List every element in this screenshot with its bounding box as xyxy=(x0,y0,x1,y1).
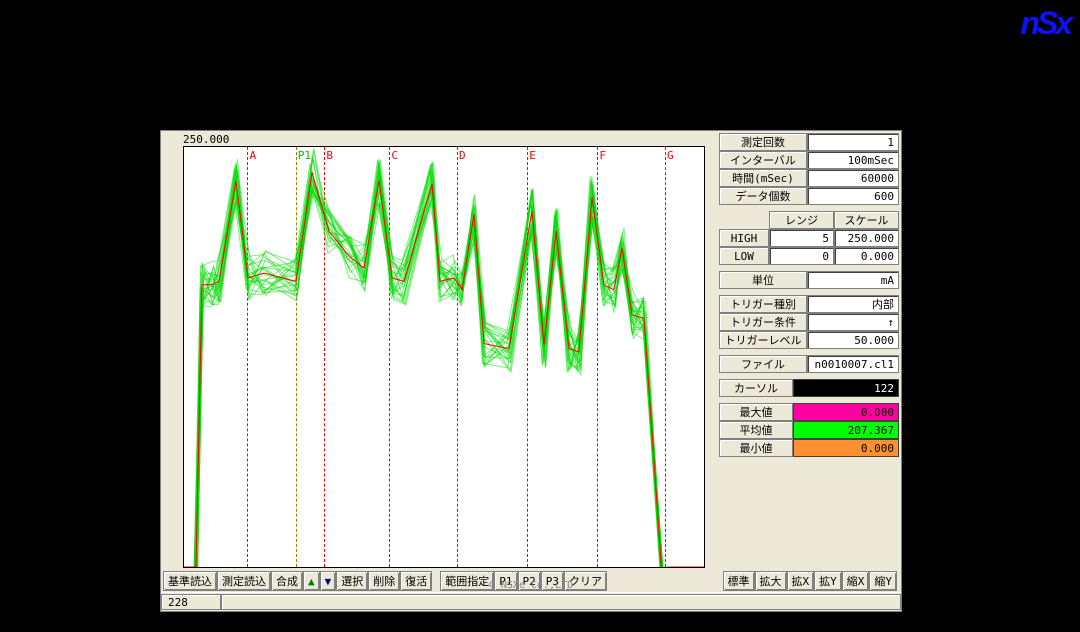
unit-label: 単位 xyxy=(719,271,807,289)
zoom-button[interactable]: 標準 xyxy=(723,571,755,591)
toolbar-button[interactable]: 範囲指定 xyxy=(440,571,494,591)
scale-value[interactable]: 0.000 xyxy=(834,247,899,265)
zoom-button[interactable]: 拡Y xyxy=(814,571,842,591)
status-cell: 228 xyxy=(161,594,221,610)
waveform-svg xyxy=(184,147,704,567)
toolbar-button[interactable]: 選択 xyxy=(336,571,368,591)
side-value: 100mSec xyxy=(807,151,899,169)
side-label: 時間(mSec) xyxy=(719,169,807,187)
toolbar-button[interactable]: 削除 xyxy=(368,571,400,591)
app-window: 250.000 0.000 / 0 599 AP1BCDEFG 測定回数1インタ… xyxy=(160,130,902,612)
range-header: レンジ xyxy=(769,211,834,229)
trigger-value[interactable]: 内部 xyxy=(807,295,899,313)
scale-header: スケール xyxy=(834,211,899,229)
stat-label: 最小値 xyxy=(719,439,793,457)
side-label: データ個数 xyxy=(719,187,807,205)
trigger-label: トリガーレベル xyxy=(719,331,807,349)
trigger-value[interactable]: 50.000 xyxy=(807,331,899,349)
zoom-button[interactable]: 拡大 xyxy=(755,571,787,591)
range-label: HIGH xyxy=(719,229,769,247)
trigger-label: トリガー条件 xyxy=(719,313,807,331)
copyright-text: © NSXe Co.,LTD xyxy=(489,580,573,591)
range-label: LOW xyxy=(719,247,769,265)
trigger-label: トリガー種別 xyxy=(719,295,807,313)
down-arrow-button[interactable]: ▼ xyxy=(320,571,337,591)
side-value: 60000 xyxy=(807,169,899,187)
side-panel: 測定回数1インターバル100mSec時間(mSec)60000データ個数600 レ… xyxy=(719,133,899,457)
side-value: 600 xyxy=(807,187,899,205)
side-label: 測定回数 xyxy=(719,133,807,151)
file-button[interactable]: ファイル xyxy=(719,355,807,373)
toolbar-button[interactable]: 合成 xyxy=(271,571,303,591)
toolbar-right: 標準拡大拡X拡Y縮X縮Y xyxy=(723,571,898,591)
cursor-value: 122 xyxy=(793,379,899,397)
toolbar-button[interactable]: 基準読込 xyxy=(163,571,217,591)
stat-value: 207.367 xyxy=(793,421,899,439)
zoom-button[interactable]: 縮X xyxy=(842,571,870,591)
side-value: 1 xyxy=(807,133,899,151)
range-value[interactable]: 5 xyxy=(769,229,834,247)
cursor-label: カーソル xyxy=(719,379,793,397)
zoom-button[interactable]: 縮Y xyxy=(869,571,897,591)
scale-value[interactable]: 250.000 xyxy=(834,229,899,247)
y-axis-label: 250.000 xyxy=(183,133,229,146)
file-value: n0010007.cl1 xyxy=(807,355,899,373)
up-arrow-button[interactable]: ▲ xyxy=(303,571,320,591)
side-label: インターバル xyxy=(719,151,807,169)
stat-value: 0.000 xyxy=(793,403,899,421)
stat-label: 最大値 xyxy=(719,403,793,421)
zoom-button[interactable]: 拡X xyxy=(787,571,815,591)
toolbar-button[interactable]: 測定読込 xyxy=(217,571,271,591)
toolbar-button[interactable]: 復活 xyxy=(400,571,432,591)
status-bar: 228 xyxy=(161,592,901,611)
range-value[interactable]: 0 xyxy=(769,247,834,265)
logo: nSx xyxy=(1020,5,1070,42)
stat-value: 0.000 xyxy=(793,439,899,457)
stat-label: 平均値 xyxy=(719,421,793,439)
status-spacer xyxy=(221,594,901,610)
unit-value: mA xyxy=(807,271,899,289)
trigger-value[interactable]: ↑ xyxy=(807,313,899,331)
plot-canvas[interactable]: AP1BCDEFG xyxy=(183,146,705,568)
plot-area: 250.000 0.000 / 0 599 AP1BCDEFG xyxy=(161,131,711,586)
